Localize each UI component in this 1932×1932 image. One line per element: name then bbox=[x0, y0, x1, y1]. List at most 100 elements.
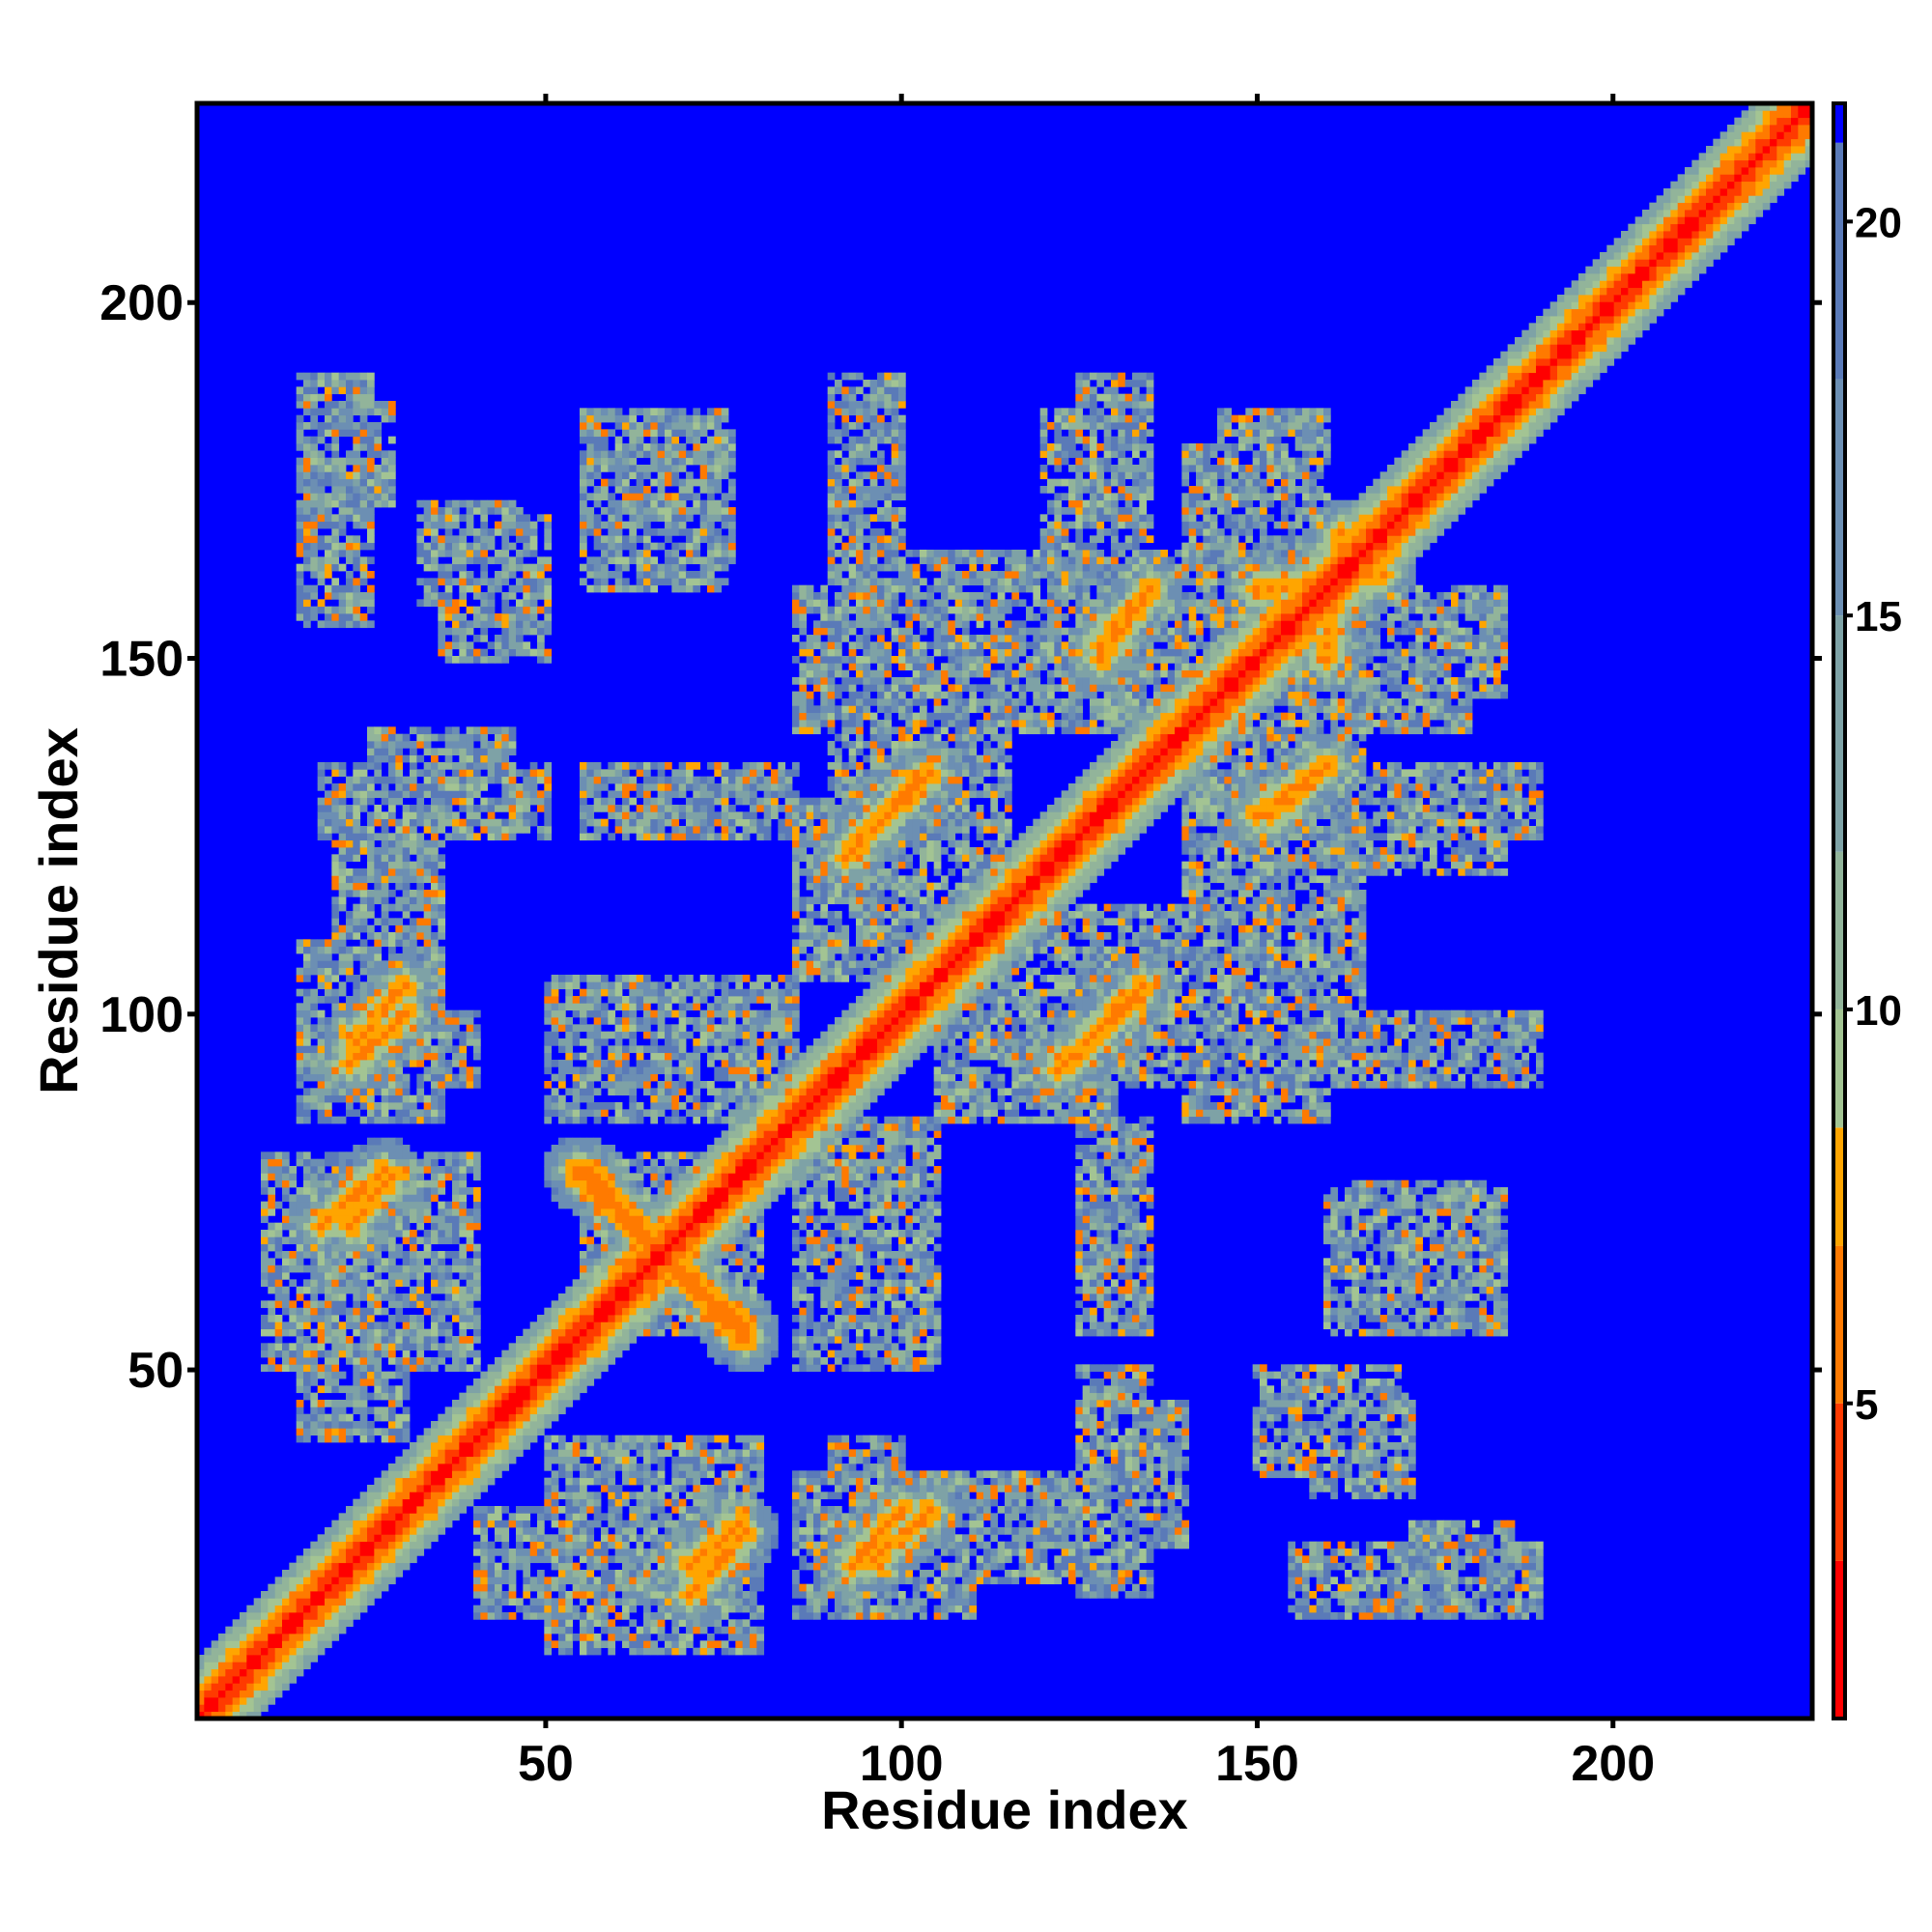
heatmap-cell bbox=[593, 1187, 602, 1195]
heatmap-cell bbox=[416, 1350, 425, 1358]
heatmap-cell bbox=[452, 1009, 460, 1018]
heatmap-cell bbox=[466, 1264, 474, 1273]
heatmap-cell bbox=[381, 975, 389, 982]
heatmap-cell bbox=[395, 975, 404, 982]
heatmap-cell bbox=[572, 1179, 581, 1188]
heatmap-cell bbox=[529, 1428, 538, 1436]
heatmap-cell bbox=[310, 1400, 319, 1407]
heatmap-cell bbox=[636, 422, 644, 430]
heatmap-cell bbox=[296, 393, 304, 402]
heatmap-cell bbox=[508, 563, 517, 572]
heatmap-cell bbox=[423, 1357, 432, 1365]
heatmap-cell bbox=[346, 486, 354, 494]
heatmap-cell bbox=[346, 1605, 354, 1613]
heatmap-cell bbox=[438, 1151, 446, 1160]
heatmap-cell bbox=[438, 1258, 446, 1266]
heatmap-cell bbox=[303, 1343, 311, 1351]
heatmap-cell bbox=[261, 1173, 269, 1181]
heatmap-cell bbox=[473, 1038, 481, 1046]
heatmap-cell bbox=[338, 1272, 347, 1280]
heatmap-cell bbox=[601, 1151, 609, 1160]
heatmap-cell bbox=[601, 550, 609, 557]
heatmap-cell bbox=[431, 896, 439, 905]
heatmap-cell bbox=[331, 465, 340, 472]
heatmap-cell bbox=[274, 1151, 283, 1160]
heatmap-cell bbox=[381, 1385, 389, 1394]
heatmap-cell bbox=[353, 535, 361, 544]
heatmap-cell bbox=[353, 380, 361, 387]
heatmap-cell bbox=[601, 436, 609, 444]
heatmap-cell bbox=[338, 429, 347, 438]
heatmap-cell bbox=[374, 429, 383, 438]
heatmap-cell bbox=[331, 854, 340, 863]
heatmap-cell bbox=[516, 535, 524, 544]
heatmap-cell bbox=[438, 875, 446, 884]
heatmap-cell bbox=[374, 422, 383, 430]
heatmap-cell bbox=[253, 1605, 262, 1613]
heatmap-cell bbox=[325, 1336, 332, 1344]
heatmap-cell bbox=[410, 1477, 417, 1486]
heatmap-cell bbox=[643, 1591, 651, 1599]
heatmap-cell bbox=[381, 1173, 389, 1181]
heatmap-cell bbox=[629, 465, 638, 472]
heatmap-cell bbox=[423, 1470, 432, 1479]
heatmap-cell bbox=[296, 1194, 304, 1203]
heatmap-cell bbox=[296, 939, 304, 948]
heatmap-cell bbox=[338, 1236, 347, 1245]
heatmap-cell bbox=[261, 1704, 269, 1713]
heatmap-cell bbox=[410, 1293, 417, 1301]
heatmap-cell bbox=[296, 1428, 304, 1436]
heatmap-cell bbox=[282, 1350, 290, 1358]
heatmap-cell bbox=[395, 1201, 404, 1209]
heatmap-cell bbox=[374, 996, 383, 1004]
heatmap-cell bbox=[388, 1230, 396, 1237]
heatmap-cell bbox=[466, 656, 474, 664]
heatmap-cell bbox=[246, 1605, 255, 1613]
heatmap-cell bbox=[296, 457, 304, 466]
heatmap-cell bbox=[529, 769, 538, 778]
heatmap-cell bbox=[501, 1534, 510, 1543]
heatmap-cell bbox=[622, 1640, 630, 1649]
heatmap-cell bbox=[218, 1683, 226, 1691]
heatmap-cell bbox=[593, 1343, 602, 1351]
heatmap-cell bbox=[537, 571, 545, 579]
heatmap-cell bbox=[423, 1328, 432, 1337]
heatmap-cell bbox=[438, 1251, 446, 1259]
heatmap-cell bbox=[388, 1406, 396, 1415]
heatmap-cell bbox=[331, 493, 340, 501]
heatmap-cell bbox=[211, 1676, 219, 1684]
heatmap-cell bbox=[501, 783, 510, 791]
heatmap-cell bbox=[346, 457, 354, 466]
heatmap-cell bbox=[580, 1286, 587, 1294]
heatmap-cell bbox=[431, 1300, 439, 1309]
heatmap-cell bbox=[593, 563, 602, 572]
heatmap-cell bbox=[381, 450, 389, 459]
heatmap-cell bbox=[544, 1583, 553, 1592]
heatmap-cell bbox=[338, 599, 347, 608]
heatmap-cell bbox=[438, 1208, 446, 1216]
heatmap-cell bbox=[204, 1676, 213, 1684]
heatmap-cell bbox=[593, 1577, 602, 1585]
heatmap-cell bbox=[338, 1230, 347, 1237]
heatmap-cell bbox=[218, 1676, 226, 1684]
heatmap-cell bbox=[466, 1081, 474, 1089]
heatmap-cell bbox=[338, 1336, 347, 1344]
heatmap-cell bbox=[289, 1208, 298, 1216]
heatmap-cell bbox=[395, 1456, 404, 1464]
heatmap-cell bbox=[586, 1094, 595, 1103]
heatmap-cell bbox=[431, 811, 439, 820]
heatmap-cell bbox=[346, 1222, 354, 1231]
heatmap-cell bbox=[444, 1215, 453, 1224]
heatmap-cell bbox=[303, 592, 311, 600]
heatmap-cell bbox=[331, 578, 340, 586]
heatmap-cell bbox=[629, 1598, 638, 1606]
heatmap-cell bbox=[636, 1073, 644, 1082]
heatmap-cell bbox=[544, 648, 553, 657]
heatmap-cell bbox=[636, 1066, 644, 1075]
heatmap-cell bbox=[565, 1194, 574, 1203]
heatmap-cell bbox=[593, 1158, 602, 1167]
heatmap-cell bbox=[466, 1017, 474, 1025]
heatmap-cell bbox=[346, 514, 354, 523]
heatmap-cell bbox=[338, 1179, 347, 1188]
heatmap-cell bbox=[629, 1527, 638, 1535]
